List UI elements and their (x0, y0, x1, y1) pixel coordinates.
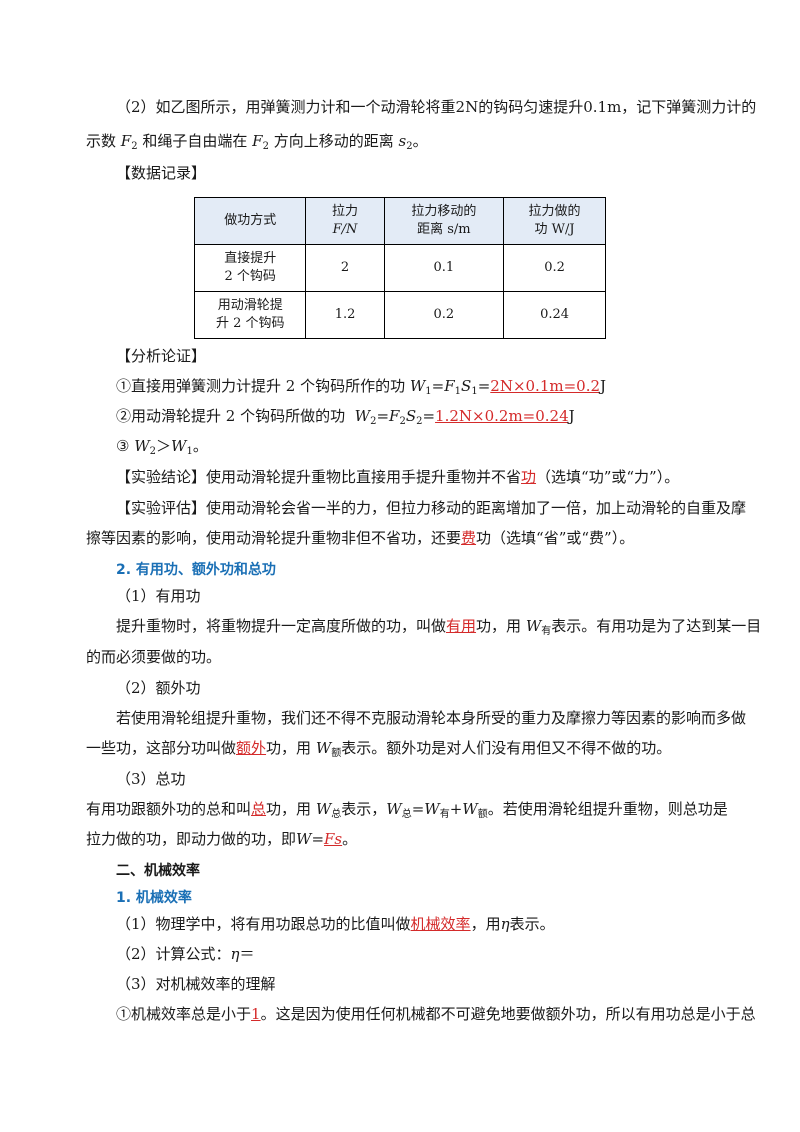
step2-line1: （2）如乙图所示，用弹簧测力计和一个动滑轮将重2N的钩码匀速提升0.1m，记下弹… (116, 98, 757, 116)
answer-blank: 1.2N×0.2m=0.24 (435, 407, 569, 425)
analysis-item-3: ③ W2＞W1。 (116, 437, 208, 457)
answer-blank: 费 (461, 529, 477, 547)
data-record-title: 【数据记录】 (116, 164, 207, 182)
extra-work-title: （2）额外功 (116, 679, 201, 697)
answer-blank: 2N×0.1m=0.2 (490, 377, 601, 395)
total-work-line1: 有用功跟额外功的总和叫总功，用 W总表示，W总=W有+W额。若使用滑轮组提升重物… (86, 800, 728, 820)
experiment-evaluation-line2: 擦等因素的影响，使用动滑轮提升重物非但不省功，还要费功（选填“省”或“费”）。 (86, 529, 635, 547)
section-heading: 1. 机械效率 (116, 890, 192, 906)
analysis-title: 【分析论证】 (116, 347, 207, 365)
table-header-cell: 拉力 F/N (305, 197, 385, 245)
extra-work-line1: 若使用滑轮组提升重物，我们还不得不克服动滑轮本身所受的重力及摩擦力等因素的影响而… (116, 709, 747, 727)
experiment-evaluation-line1: 【实验评估】使用动滑轮会省一半的力，但拉力移动的距离增加了一倍，加上动滑轮的自重… (116, 499, 747, 517)
table-cell: 用动滑轮提升 2 个钩码 (193, 291, 307, 339)
table-header-cell: 拉力做的功 W/J (503, 197, 606, 245)
efficiency-item-3: （3）对机械效率的理解 (116, 975, 276, 993)
table-cell: 1.2 (305, 291, 385, 339)
useful-work-line1: 提升重物时，将重物提升一定高度所做的功，叫做有用功，用 W有表示。有用功是为了达… (116, 617, 762, 637)
efficiency-item-4: ①机械效率总是小于1。这是因为使用任何机械都不可避免地要做额外功，所以有用功总是… (116, 1005, 756, 1023)
useful-work-title: （1）有用功 (116, 587, 201, 605)
efficiency-item-2: （2）计算公式：η＝ (116, 945, 255, 963)
experiment-conclusion: 【实验结论】使用动滑轮提升重物比直接用手提升重物并不省功（选填“功”或“力”）。 (116, 468, 680, 486)
answer-blank: 总 (251, 800, 267, 818)
answer-blank: 机械效率 (410, 915, 471, 933)
section-heading: 2. 有用功、额外功和总功 (116, 562, 276, 578)
total-work-title: （3）总功 (116, 770, 186, 788)
answer-blank: 有用 (446, 617, 477, 635)
table-row: 直接提升 2 个钩码 2 0.1 0.2 (193, 244, 606, 292)
table-cell: 0.24 (503, 291, 606, 339)
answer-blank: Fs (324, 830, 343, 848)
table-cell: 0.1 (383, 244, 505, 292)
table-cell: 0.2 (503, 244, 606, 292)
total-work-line2: 拉力做的功，即动力做的功，即W=Fs。 (86, 830, 358, 848)
table-row: 用动滑轮提升 2 个钩码 1.2 0.2 0.24 (193, 291, 606, 339)
efficiency-item-1: （1）物理学中，将有用功跟总功的比值叫做机械效率，用η表示。 (116, 915, 555, 933)
useful-work-line2: 的而必须要做的功。 (86, 648, 222, 666)
data-table: 做功方式 拉力 F/N 拉力移动的 距离 s/m 拉力做的功 W/J 直接提升 2 个… (193, 197, 606, 339)
answer-blank: 功 (521, 468, 537, 486)
step2-line2: 示数 F2 和绳子自由端在 F2 方向上移动的距离 s2。 (86, 132, 428, 152)
extra-work-line2: 一些功，这部分功叫做额外功，用 W额表示。额外功是对人们没有用但又不得不做的功。 (86, 739, 672, 759)
analysis-item-1: ①直接用弹簧测力计提升 2 个钩码所作的功 W1=F1S1=2N×0.1m=0.… (116, 377, 607, 397)
analysis-item-2: ②用动滑轮提升 2 个钩码所做的功 W2=F2S2=1.2N×0.2m=0.24… (116, 407, 575, 427)
answer-blank: 1 (251, 1005, 261, 1023)
table-cell: 0.2 (383, 291, 505, 339)
chapter-heading: 二、机械效率 (116, 863, 200, 879)
table-cell: 直接提升 2 个钩码 (193, 244, 307, 292)
answer-blank: 额外 (236, 739, 267, 757)
table-header-row: 做功方式 拉力 F/N 拉力移动的 距离 s/m 拉力做的功 W/J (193, 197, 606, 245)
table-header-cell: 做功方式 (193, 197, 307, 245)
table-header-cell: 拉力移动的 距离 s/m (383, 197, 505, 245)
table-cell: 2 (305, 244, 385, 292)
